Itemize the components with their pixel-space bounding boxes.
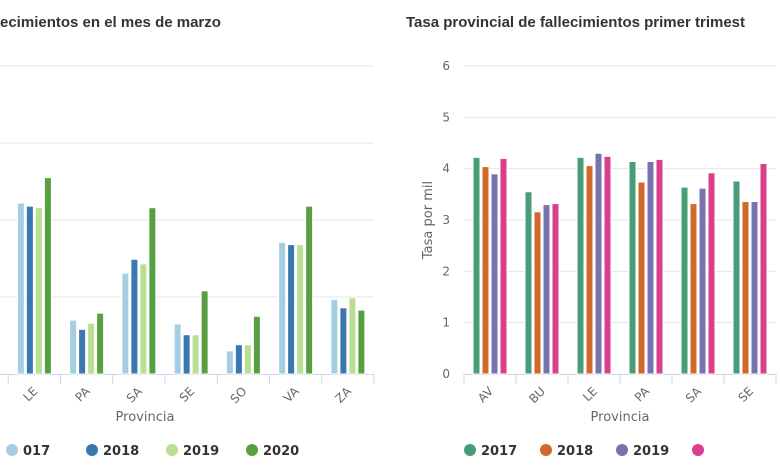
bar-LE-2020 <box>603 155 612 375</box>
bar-BU-2019 <box>542 204 551 375</box>
bar-SE-2017 <box>173 323 182 375</box>
bar-VA-2019 <box>296 244 305 375</box>
bar-PA-2019 <box>87 322 96 375</box>
left-chart: LE PA SA SE SO VA ZA Provincia 017 2018 2019 2020 <box>0 65 375 459</box>
bar-PA-2018 <box>637 181 646 375</box>
bar-PA-2020 <box>96 312 105 375</box>
legend-label-2018: 2018 <box>557 444 593 459</box>
bar-SE-2019 <box>191 334 200 375</box>
bar-SE-2020 <box>759 163 768 375</box>
bar-AV-2017 <box>472 156 481 375</box>
bar-LE-2019 <box>594 152 603 375</box>
bar-SO-2017 <box>225 350 234 375</box>
legend-marker-2017 <box>464 444 476 456</box>
bar-ZA-2017 <box>330 298 339 375</box>
legend-marker-2018 <box>86 444 98 456</box>
bar-LE-2020 <box>43 177 52 375</box>
legend-marker-2020 <box>246 444 258 456</box>
bar-BU-2017 <box>524 191 533 375</box>
bar-LE-2017 <box>576 156 585 375</box>
bar-AV-2019 <box>490 173 499 375</box>
bar-BU-2020 <box>551 203 560 375</box>
y-tick-label: 3 <box>442 213 450 227</box>
x-tick-label: AV <box>475 384 497 406</box>
bar-BU-2018 <box>533 211 542 375</box>
x-tick-label: BU <box>526 384 548 406</box>
bar-ZA-2020 <box>357 309 366 375</box>
x-tick-label: PA <box>632 384 653 405</box>
bar-PA-2017 <box>69 319 78 375</box>
bar-SA-2017 <box>121 272 130 375</box>
legend-label-2018: 2018 <box>103 444 139 459</box>
right-chart-title: Tasa provincial de fallecimientos primer… <box>406 14 746 31</box>
y-tick-label: 1 <box>442 316 450 330</box>
bar-AV-2018 <box>481 166 490 375</box>
bar-SO-2018 <box>234 344 243 375</box>
bar-LE-2019 <box>34 207 43 375</box>
left-chart-title: ecimientos en el mes de marzo <box>0 14 221 31</box>
x-tick-label: ZA <box>332 384 354 406</box>
legend-label-2017: 017 <box>23 444 50 459</box>
legend-label-2020: 2020 <box>263 444 299 459</box>
bar-SE-2020 <box>200 290 209 375</box>
bar-PA-2017 <box>628 160 637 375</box>
x-tick-label: LE <box>20 384 40 404</box>
bar-PA-2020 <box>655 158 664 375</box>
bar-VA-2020 <box>305 205 314 375</box>
x-tick-label: VA <box>281 384 303 406</box>
legend-marker-2020 <box>692 444 704 456</box>
x-tick-label: SE <box>177 384 198 405</box>
right-chart: 0 1 2 3 4 5 6 Tasa por mil AV BU LE PA SA SE Provincia… <box>421 59 777 459</box>
y-tick-label: 6 <box>442 59 450 73</box>
bar-SA-2019 <box>698 187 707 375</box>
x-axis-title: Provincia <box>591 410 650 425</box>
bar-SE-2018 <box>741 201 750 375</box>
x-tick-label: PA <box>72 384 93 405</box>
x-tick-label: LE <box>580 384 600 404</box>
bar-SO-2020 <box>252 315 261 375</box>
x-tick-label: SO <box>228 384 250 406</box>
bar-AV-2020 <box>499 157 508 375</box>
bar-SA-2017 <box>680 186 689 375</box>
bar-SE-2018 <box>182 334 191 375</box>
legend-marker-2019 <box>166 444 178 456</box>
y-tick-label: 5 <box>442 110 450 124</box>
bar-SA-2020 <box>707 172 716 375</box>
bar-SO-2019 <box>243 344 252 375</box>
bar-LE-2017 <box>16 202 25 375</box>
legend-marker-2018 <box>540 444 552 456</box>
bar-SE-2019 <box>750 201 759 375</box>
legend-label-2019: 2019 <box>183 444 219 459</box>
y-tick-label: 4 <box>442 162 450 176</box>
bar-ZA-2018 <box>339 307 348 375</box>
bar-VA-2017 <box>278 241 287 375</box>
bar-VA-2018 <box>287 244 296 375</box>
legend-marker-2017 <box>6 444 18 456</box>
bar-SA-2019 <box>139 263 148 375</box>
x-tick-label: SE <box>735 384 756 405</box>
y-axis-title: Tasa por mil <box>421 181 436 260</box>
legend-label-2019: 2019 <box>633 444 669 459</box>
bar-PA-2018 <box>78 328 87 375</box>
bar-PA-2019 <box>646 160 655 375</box>
y-tick-label: 2 <box>442 264 450 278</box>
bar-LE-2018 <box>585 165 594 375</box>
bar-SA-2020 <box>148 207 157 375</box>
bar-SE-2017 <box>732 180 741 375</box>
legend-marker-2019 <box>616 444 628 456</box>
bar-SA-2018 <box>689 203 698 375</box>
bar-LE-2018 <box>25 205 34 375</box>
x-axis-title: Provincia <box>116 410 175 425</box>
bar-SA-2018 <box>130 258 139 375</box>
y-tick-label: 0 <box>442 367 450 381</box>
x-tick-label: SA <box>124 384 146 406</box>
legend-label-2017: 2017 <box>481 444 517 459</box>
bar-ZA-2019 <box>348 297 357 375</box>
x-tick-label: SA <box>683 384 705 406</box>
